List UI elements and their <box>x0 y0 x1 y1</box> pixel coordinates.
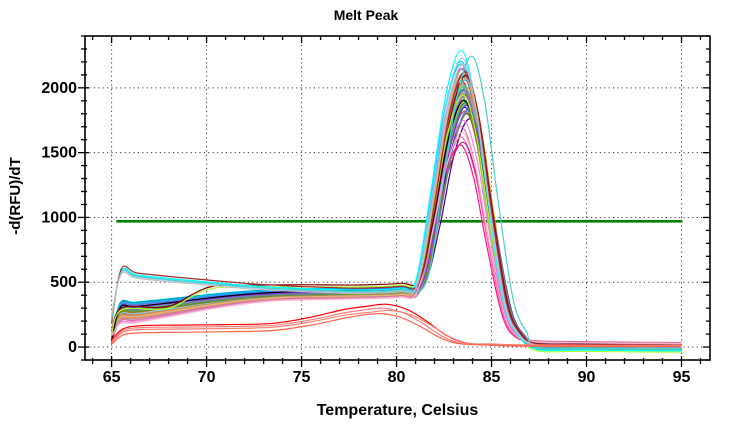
melt-curve[interactable] <box>111 49 682 352</box>
x-axis-label: Temperature, Celsius <box>316 402 479 419</box>
y-tick-label: 0 <box>68 339 77 356</box>
x-tick-label: 80 <box>388 369 406 386</box>
melt-curve[interactable] <box>111 95 682 352</box>
grid-lines <box>85 36 710 360</box>
plot-frame <box>84 35 711 361</box>
melt-curves <box>111 49 682 353</box>
x-tick-label: 75 <box>293 369 311 386</box>
melt-curve[interactable] <box>111 309 682 346</box>
y-tick-label: 1000 <box>41 209 77 226</box>
y-tick-label: 2000 <box>41 80 77 97</box>
tick-labels: 65 70 75 80 85 90 95 0 500 1000 1500 2000 <box>41 80 690 386</box>
x-tick-label: 65 <box>103 369 121 386</box>
x-tick-label: 95 <box>673 369 691 386</box>
melt-curve[interactable] <box>111 55 682 351</box>
y-tick-label: 1500 <box>41 145 77 162</box>
axis-ticks <box>78 35 710 367</box>
melt-curve[interactable] <box>111 312 682 348</box>
x-tick-label: 70 <box>198 369 216 386</box>
melt-curve[interactable] <box>111 71 682 347</box>
x-tick-label: 85 <box>483 369 501 386</box>
chart-title: Melt Peak <box>333 7 399 23</box>
x-tick-label: 90 <box>578 369 596 386</box>
melt-curve[interactable] <box>111 96 682 351</box>
y-tick-label: 500 <box>50 274 77 291</box>
melt-curve[interactable] <box>111 63 682 347</box>
